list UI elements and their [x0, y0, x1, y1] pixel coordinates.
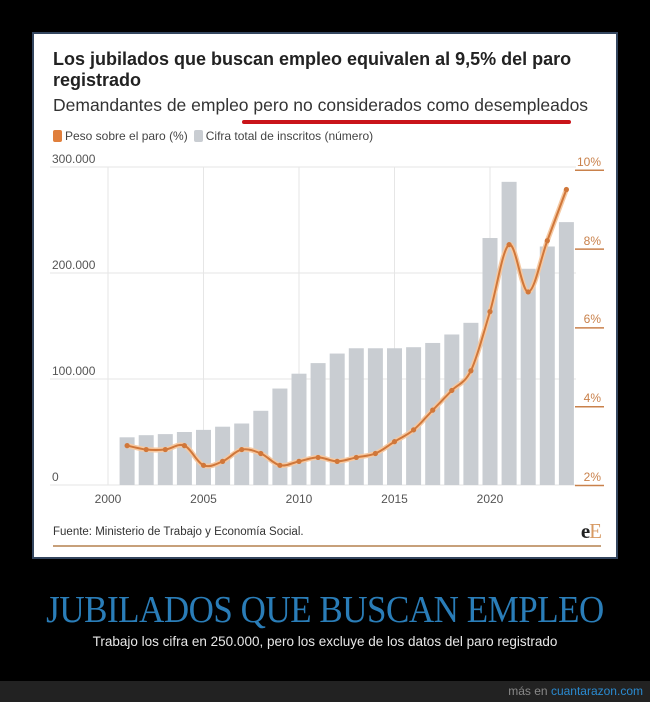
chart-card-body: Los jubilados que buscan empleo equivale… — [35, 35, 615, 556]
y-axis-label: 200.000 — [52, 258, 96, 272]
chart-svg — [50, 166, 604, 487]
legend-label: Peso sobre el paro (%) — [65, 129, 188, 143]
chart-title: Los jubilados que buscan empleo equivale… — [53, 49, 572, 90]
chart-source: Fuente: Ministerio de Trabajo y Economía… — [53, 526, 304, 538]
percent-line — [126, 189, 568, 468]
footer-divider — [53, 545, 601, 547]
line-point-2016 — [411, 427, 417, 433]
bar-2017 — [425, 342, 441, 485]
chart-legend: Peso sobre el paro (%) Cifra total de in… — [53, 129, 375, 143]
bar-2015 — [387, 348, 402, 485]
bar-2008 — [253, 410, 269, 485]
bar-2024 — [558, 222, 574, 485]
right-axis-label: 4% — [583, 391, 601, 406]
highlight-underline — [242, 120, 571, 124]
bar-2005 — [196, 429, 211, 485]
logo-letter-e: e — [580, 519, 590, 543]
line-point-2022 — [525, 289, 531, 295]
line-glow — [126, 188, 569, 469]
bar-2006 — [215, 426, 231, 485]
line-point-2010 — [296, 458, 302, 464]
bar-2016 — [406, 347, 422, 485]
line-point-2006 — [220, 458, 226, 464]
line-point-2015 — [391, 439, 398, 445]
line-point-2012 — [334, 458, 340, 464]
bar-2014 — [367, 348, 383, 485]
legend-item-percent: Peso sobre el paro (%) — [53, 129, 188, 143]
line-point-2007 — [239, 446, 245, 453]
line-point-2001 — [124, 443, 130, 449]
logo-letter-E: E — [589, 519, 602, 543]
bar-2007 — [234, 423, 250, 485]
chart-card: Los jubilados que buscan empleo equivale… — [32, 32, 618, 559]
line-point-2017 — [430, 407, 436, 413]
site-link[interactable]: cuantarazon.com — [550, 684, 643, 698]
bar-2002 — [138, 435, 154, 485]
right-axis-label: 2% — [583, 470, 601, 484]
bar-2011 — [310, 363, 326, 485]
legend-swatch-orange — [53, 130, 62, 142]
x-axis-label: 2015 — [381, 492, 408, 506]
bar-2003 — [157, 434, 173, 485]
bar-2004 — [176, 432, 192, 485]
bar-2020 — [482, 238, 498, 485]
line-point-2021 — [506, 242, 512, 248]
x-axis-label: 2020 — [476, 492, 504, 506]
line-point-2004 — [181, 443, 187, 449]
more-link-text: más en cuantarazon.com — [508, 684, 643, 698]
x-axis-label: 2010 — [285, 492, 313, 506]
line-point-2002 — [143, 446, 149, 453]
line-point-2011 — [315, 454, 321, 461]
line-point-2020 — [487, 309, 493, 315]
legend-label: Cifra total de inscritos (número) — [205, 129, 374, 143]
right-axis-label: 10% — [576, 154, 601, 169]
legend-swatch-gray — [193, 130, 203, 142]
y-axis-label: 300.000 — [52, 152, 96, 166]
bar-2023 — [539, 246, 555, 485]
right-axis-label: 6% — [583, 312, 601, 327]
y-axis-label: 100.000 — [52, 364, 96, 378]
line-point-2024 — [563, 186, 570, 193]
line-point-2023 — [544, 238, 550, 244]
x-axis-label: 2005 — [190, 492, 217, 506]
meme-headline: JUBILADOS QUE BUSCAN EMPLEO — [46, 589, 604, 631]
line-point-2005 — [200, 462, 207, 468]
line-point-2019 — [468, 368, 474, 374]
more-prefix: más en — [508, 684, 551, 698]
bar-2022 — [520, 268, 536, 485]
chart-area: 0 100.000 200.000 300.000 2% 4% 6% 8% 10% 2000 200… — [35, 35, 615, 556]
bar-2010 — [291, 373, 307, 485]
legend-item-count: Cifra total de inscritos (número) — [193, 129, 374, 143]
bar-2009 — [272, 388, 288, 485]
meme-caption: Trabajo los cifra en 250.000, pero los e… — [92, 634, 558, 649]
line-point-2009 — [277, 462, 283, 468]
bar-2018 — [444, 334, 460, 485]
site-footer-bar: más en cuantarazon.com — [0, 681, 650, 702]
line-point-2018 — [449, 387, 455, 394]
line-point-2008 — [258, 450, 264, 457]
publisher-logo: eE — [580, 519, 602, 544]
bar-2001 — [119, 437, 135, 485]
y-axis-label: 0 — [52, 470, 59, 484]
chart-subtitle: Demandantes de empleo pero no considerad… — [53, 95, 589, 115]
bar-2019 — [463, 322, 479, 485]
right-axis-label: 8% — [583, 233, 601, 248]
bar-2012 — [329, 353, 345, 485]
bar-2021 — [501, 181, 517, 485]
bar-2013 — [348, 348, 364, 485]
line-point-2013 — [353, 454, 359, 461]
line-point-2014 — [372, 450, 378, 457]
x-axis-label: 2000 — [94, 492, 122, 506]
line-point-2003 — [162, 446, 168, 453]
